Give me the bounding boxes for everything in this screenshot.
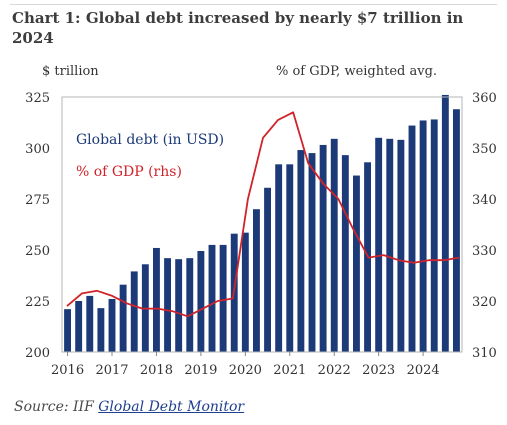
gdp-ratio-line	[66, 111, 460, 318]
chart-title: Chart 1: Global debt increased by nearly…	[12, 9, 464, 47]
left-axis-tick-label: 275	[25, 193, 50, 208]
debt-bar	[419, 120, 427, 353]
x-axis-tick-label: 2020	[229, 363, 262, 378]
legend-label-gdp-ratio: % of GDP (rhs)	[76, 164, 182, 180]
debt-bar	[341, 155, 349, 352]
source-note: Source: IIF Global Debt Monitor	[14, 399, 244, 415]
debt-bar	[208, 244, 216, 352]
debt-bar	[330, 138, 338, 352]
left-axis-tick-label: 250	[25, 244, 50, 259]
right-axis-unit: % of GDP, weighted avg.	[276, 64, 438, 79]
global-debt-monitor-link[interactable]: Global Debt Monitor	[98, 399, 245, 415]
legend-label-global-debt: Global debt (in USD)	[76, 132, 224, 148]
left-axis-tick-label: 325	[25, 91, 50, 106]
x-axis-tick-label: 2016	[51, 363, 84, 378]
debt-bar	[319, 144, 327, 352]
right-axis-tick-label: 320	[472, 295, 497, 310]
debt-bar	[297, 150, 305, 352]
debt-bar	[286, 164, 294, 352]
debt-bar	[453, 109, 460, 353]
debt-bar	[97, 308, 105, 352]
x-axis-tick-label: 2019	[184, 363, 217, 378]
right-axis-tick-label: 330	[472, 244, 497, 259]
plot-frame	[61, 96, 463, 353]
x-axis-tick-label: 2024	[407, 363, 440, 378]
x-axis-tick-label: 2023	[362, 363, 395, 378]
debt-bar	[175, 259, 183, 352]
left-axis-tick-label: 300	[25, 142, 50, 157]
debt-bar	[119, 284, 127, 352]
debt-bar	[164, 258, 171, 352]
debt-bar	[219, 244, 227, 352]
debt-bar	[186, 258, 194, 352]
debt-bar	[64, 309, 71, 352]
debt-bar	[441, 94, 449, 353]
right-axis-tick-label: 340	[472, 193, 497, 208]
x-axis-tick-label: 2022	[318, 363, 351, 378]
left-axis-tick-label: 200	[25, 346, 50, 361]
debt-bar	[75, 301, 83, 352]
top-rule	[10, 4, 497, 5]
debt-bar	[241, 232, 249, 352]
x-axis-tick-label: 2018	[140, 363, 173, 378]
debt-bar	[253, 209, 260, 352]
debt-bar	[375, 137, 383, 352]
left-axis-unit: $ trillion	[42, 64, 99, 79]
debt-bar	[308, 153, 316, 352]
debt-bar	[353, 175, 360, 352]
debt-bar	[153, 247, 160, 352]
debt-bar	[430, 119, 438, 352]
source-prefix: Source: IIF	[14, 399, 99, 415]
x-axis-tick-label: 2017	[95, 363, 128, 378]
x-axis-tick-label: 2021	[273, 363, 306, 378]
debt-bar	[197, 251, 205, 352]
right-axis-tick-label: 360	[472, 91, 497, 106]
debt-bar	[108, 298, 116, 352]
right-axis-tick-label: 310	[472, 346, 497, 361]
debt-bar	[386, 138, 394, 352]
debt-bar	[264, 187, 271, 352]
right-axis-tick-label: 350	[472, 142, 497, 157]
debt-bar	[275, 164, 283, 352]
debt-bar	[397, 139, 405, 352]
debt-bar	[86, 295, 94, 352]
left-axis-tick-label: 225	[25, 295, 50, 310]
debt-bar	[408, 125, 416, 352]
debt-bar	[130, 271, 138, 352]
